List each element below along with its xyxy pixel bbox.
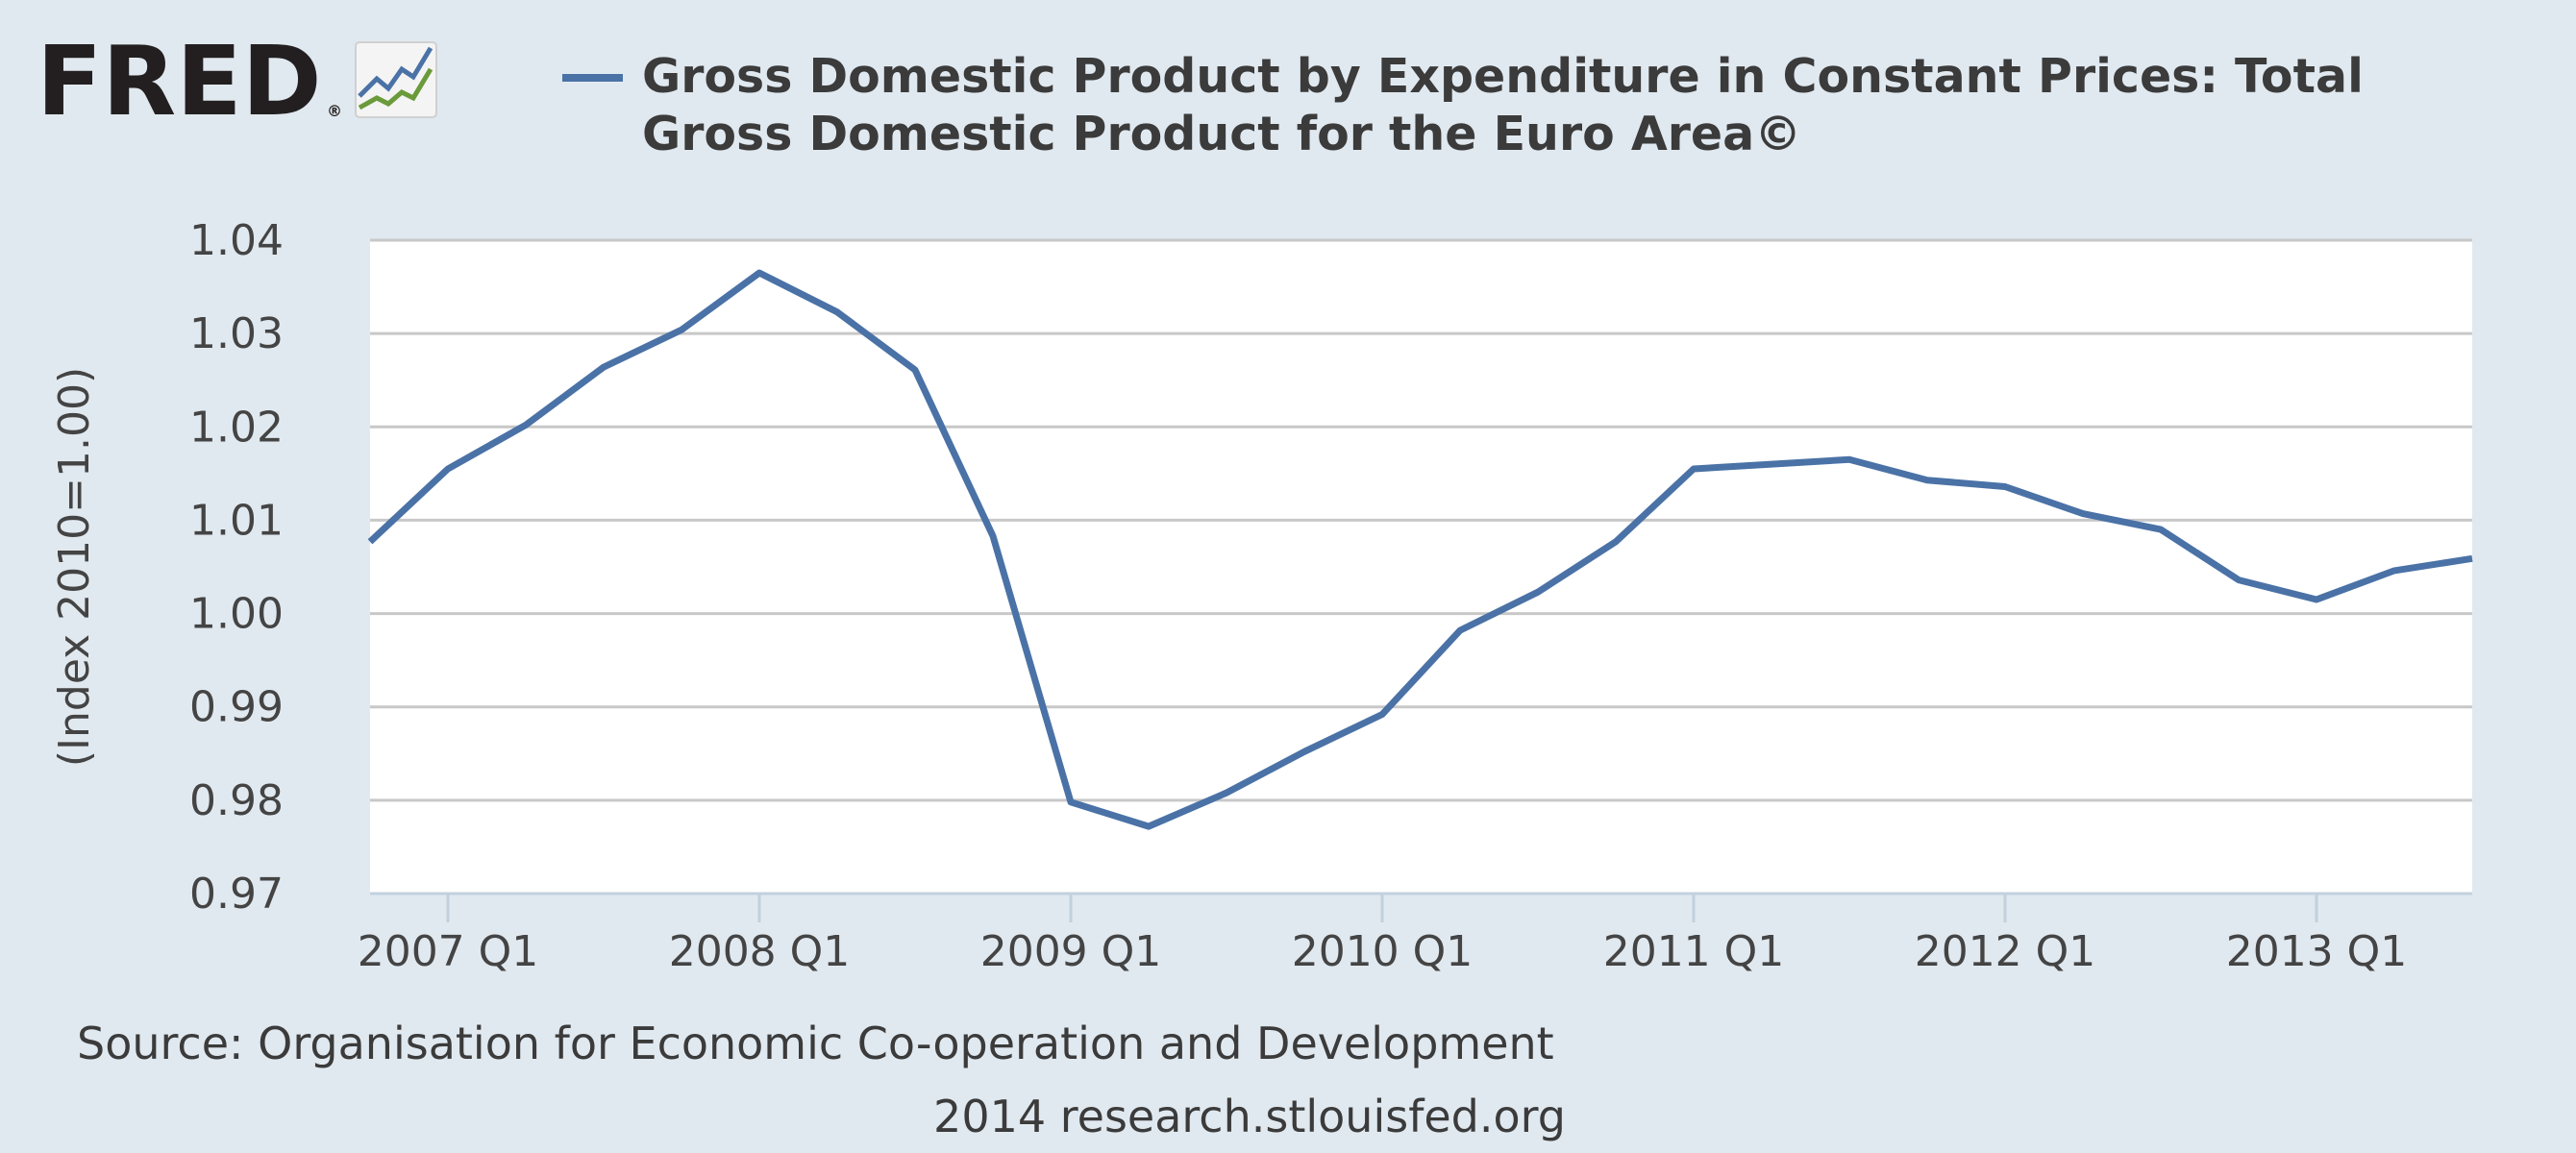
y-tick-label: 0.99 bbox=[189, 683, 284, 732]
fred-logo-registered: ® bbox=[327, 102, 342, 120]
y-tick-label: 1.03 bbox=[189, 309, 284, 358]
series-group bbox=[367, 269, 2473, 830]
x-tick-label: 2013 Q1 bbox=[2226, 927, 2408, 976]
y-tick-label: 0.97 bbox=[189, 870, 284, 919]
y-tick-label: 1.01 bbox=[189, 496, 284, 545]
fred-logo-chart-icon bbox=[355, 41, 437, 118]
legend: Gross Domestic Product by Expenditure in… bbox=[562, 49, 2364, 161]
legend-line-1: Gross Domestic Product by Expenditure in… bbox=[642, 49, 2364, 104]
y-axis-title: (Index 2010=1.00) bbox=[50, 367, 99, 767]
source-note: Source: Organisation for Economic Co-ope… bbox=[77, 1018, 1554, 1069]
x-tick-label: 2011 Q1 bbox=[1603, 927, 1785, 976]
y-tick-label: 1.04 bbox=[189, 216, 284, 265]
x-tick-label: 2012 Q1 bbox=[1915, 927, 2096, 976]
fred-logo-text: FRED bbox=[37, 25, 322, 137]
legend-line-2: Gross Domestic Product for the Euro Area… bbox=[642, 107, 1801, 161]
x-tick-labels: 2007 Q1 2008 Q1 2009 Q1 2010 Q1 2011 Q1 2012 … bbox=[358, 927, 2408, 976]
y-tick-label: 0.98 bbox=[189, 776, 284, 825]
gridlines bbox=[370, 238, 2472, 802]
credit-note: 2014 research.stlouisfed.org bbox=[933, 1091, 1566, 1142]
x-tick-label: 2010 Q1 bbox=[1292, 927, 1474, 976]
x-tick-label: 2007 Q1 bbox=[358, 927, 539, 976]
y-tick-label: 1.00 bbox=[189, 590, 284, 639]
y-tick-labels: 1.04 1.03 1.02 1.01 1.00 0.99 0.98 0.97 bbox=[189, 216, 284, 919]
series-line bbox=[367, 269, 2473, 830]
fred-logo: FRED ® bbox=[37, 25, 437, 137]
y-tick-label: 1.02 bbox=[189, 403, 284, 452]
plot-area bbox=[370, 240, 2472, 894]
x-ticks bbox=[446, 894, 2318, 922]
x-tick-label: 2009 Q1 bbox=[980, 927, 1162, 976]
x-tick-label: 2008 Q1 bbox=[669, 927, 851, 976]
